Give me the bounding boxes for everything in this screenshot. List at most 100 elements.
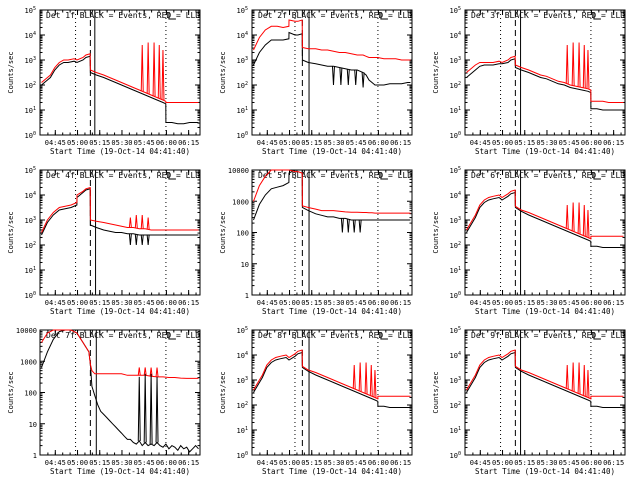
x-tick-label: 05:45 [134,139,155,147]
events-dip [358,219,362,233]
x-tick-label: 05:15 [301,139,322,147]
lld-spike [155,367,159,377]
detector-panel: Det 2f BLACK = Events, RED = LLD 100 101 10… [219,6,413,156]
lld-spike [582,44,586,88]
lld-line [253,19,411,61]
lld-line [466,55,624,103]
plot-title: Det 2f BLACK = Events, RED = LLD [258,11,412,20]
y-tick-label: 104 [25,31,36,40]
y-axis-label: Counts/sec [432,51,440,93]
x-axis-label: Start Time (19-Oct-14 04:41:40) [50,467,190,476]
y-axis-label: Counts/sec [219,371,227,413]
y-tick-label: 100 [450,451,461,460]
events-dip [346,69,350,86]
y-tick-label: 105 [25,6,36,15]
lld-spike [157,44,161,99]
y-axis-label: Counts/sec [219,51,227,93]
corner-glyph [168,12,176,20]
y-tick-label: 1000 [232,198,249,206]
events-line [253,31,411,86]
y-tick-label: 100 [25,131,36,140]
events-dip [140,234,144,246]
lld-spike [143,367,147,376]
x-axis-label: Start Time (19-Oct-14 04:41:40) [262,307,402,316]
corner-glyph [168,332,176,340]
events-line [466,191,624,248]
lld-spike [369,364,373,396]
y-tick-label: 102 [25,81,36,90]
plot-title: Det 9f BLACK = Events, RED = LLD [471,331,625,340]
lld-spike [571,202,575,232]
lld-spike [582,364,586,396]
detector-panel: Det 8f BLACK = Events, RED = LLD 100 101 10… [219,326,413,476]
corner-glyph [593,12,601,20]
lld-spike [137,367,141,376]
y-tick-label: 102 [25,241,36,250]
y-tick-label: 105 [237,326,248,335]
detector-panel: Det 3f BLACK = Events, RED = LLD 100 101 10… [432,6,626,156]
y-tick-label: 105 [450,166,461,175]
x-tick-label: 06:00 [156,299,177,307]
y-tick-label: 100 [450,291,461,300]
y-tick-label: 103 [25,56,36,65]
corner-glyph [593,332,601,340]
detector-panel: Det 4f BLACK = Events, RED = LLD 100 101 10… [7,166,201,316]
x-tick-label: 05:30 [536,139,557,147]
x-tick-label: 06:00 [156,139,177,147]
y-axis-label: Counts/sec [7,371,15,413]
events-dip [352,219,356,233]
x-tick-label: 05:00 [67,139,88,147]
lld-line [253,349,411,400]
y-tick-label: 104 [450,351,461,360]
x-tick-label: 06:15 [390,139,411,147]
lld-line [41,186,199,233]
x-tick-label: 05:15 [89,139,110,147]
plot-title: Det 4f BLACK = Events, RED = LLD [46,171,200,180]
x-tick-label: 05:45 [134,459,155,467]
y-tick-label: 104 [237,31,248,40]
lld-spike [352,364,356,389]
lld-spike [364,362,368,394]
lld-spike [140,44,144,92]
lld-spike [582,204,586,236]
x-tick-label: 05:30 [323,299,344,307]
x-tick-label: 04:45 [257,459,278,467]
x-axis-label: Start Time (19-Oct-14 04:41:40) [50,307,190,316]
y-tick-label: 1 [245,292,249,300]
y-tick-label: 100 [237,451,248,460]
x-tick-label: 04:45 [470,459,491,467]
corner-glyph [380,332,388,340]
x-axis-label: Start Time (19-Oct-14 04:41:40) [475,467,615,476]
plot-title: Det 1f BLACK = Events, RED = LLD [46,11,200,20]
y-tick-label: 101 [450,426,461,435]
detector-panel: Det 5f BLACK = Events, RED = LLD 1 10 100 10… [219,167,413,316]
y-tick-label: 104 [237,351,248,360]
detector-panel: Det 9f BLACK = Events, RED = LLD 100 101 10… [432,326,626,476]
x-axis-label: Start Time (19-Oct-14 04:41:40) [262,467,402,476]
x-tick-label: 05:45 [134,299,155,307]
y-tick-label: 105 [25,166,36,175]
x-tick-label: 06:15 [390,459,411,467]
x-tick-label: 06:15 [603,299,624,307]
y-tick-label: 10000 [228,167,249,175]
x-tick-label: 06:00 [368,139,389,147]
x-tick-label: 06:15 [603,459,624,467]
y-tick-label: 1 [33,452,37,460]
x-tick-label: 05:00 [492,459,513,467]
lld-line [466,189,624,240]
events-line [253,169,411,221]
lld-spike [571,362,575,392]
y-tick-label: 1000 [20,358,37,366]
detector-panel: Det 6f BLACK = Events, RED = LLD 100 101 10… [432,166,626,316]
lld-spike [140,214,144,229]
x-tick-label: 05:30 [323,139,344,147]
x-tick-label: 06:00 [368,459,389,467]
y-tick-label: 103 [450,216,461,225]
lld-spike [373,369,377,398]
events-line [41,188,199,236]
y-tick-label: 100 [24,390,37,398]
y-tick-label: 105 [450,326,461,335]
x-tick-label: 05:45 [559,139,580,147]
